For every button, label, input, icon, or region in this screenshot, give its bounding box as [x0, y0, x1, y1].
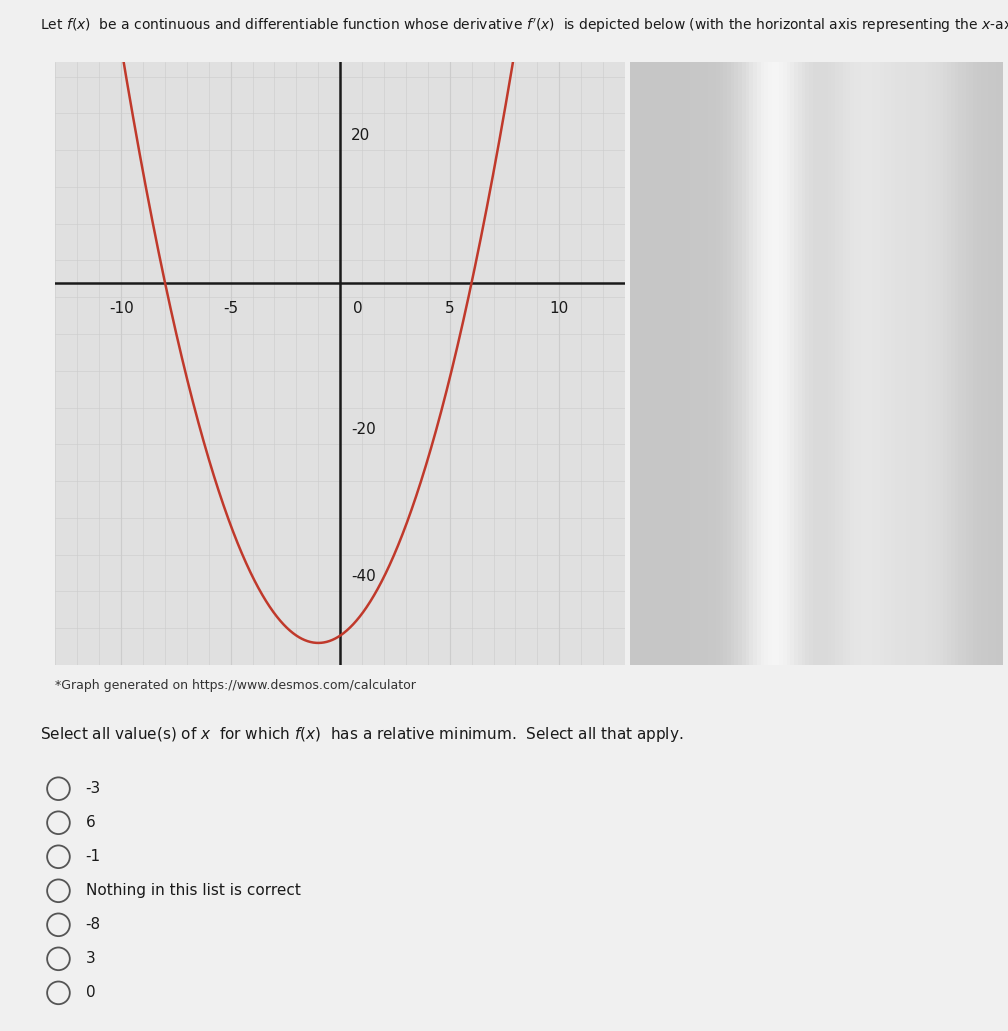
Text: 20: 20: [351, 128, 370, 143]
Text: Nothing in this list is correct: Nothing in this list is correct: [86, 884, 300, 898]
Text: -8: -8: [86, 918, 101, 932]
Text: -3: -3: [86, 781, 101, 796]
Text: -20: -20: [351, 422, 376, 437]
Text: 0: 0: [354, 301, 363, 315]
Text: 0: 0: [86, 986, 96, 1000]
Text: -10: -10: [109, 301, 133, 315]
Text: -1: -1: [86, 850, 101, 864]
Text: *Graph generated on https://www.desmos.com/calculator: *Graph generated on https://www.desmos.c…: [55, 679, 416, 692]
Text: Select all value(s) of $x$  for which $f(x)$  has a relative minimum.  Select al: Select all value(s) of $x$ for which $f(…: [40, 725, 683, 744]
Text: 6: 6: [86, 816, 96, 830]
Text: Let $f(x)$  be a continuous and differentiable function whose derivative $f'(x)$: Let $f(x)$ be a continuous and different…: [40, 16, 1008, 35]
Text: 3: 3: [86, 952, 96, 966]
Text: -5: -5: [223, 301, 238, 315]
Text: 10: 10: [549, 301, 569, 315]
Text: 5: 5: [445, 301, 455, 315]
Text: -40: -40: [351, 569, 376, 585]
